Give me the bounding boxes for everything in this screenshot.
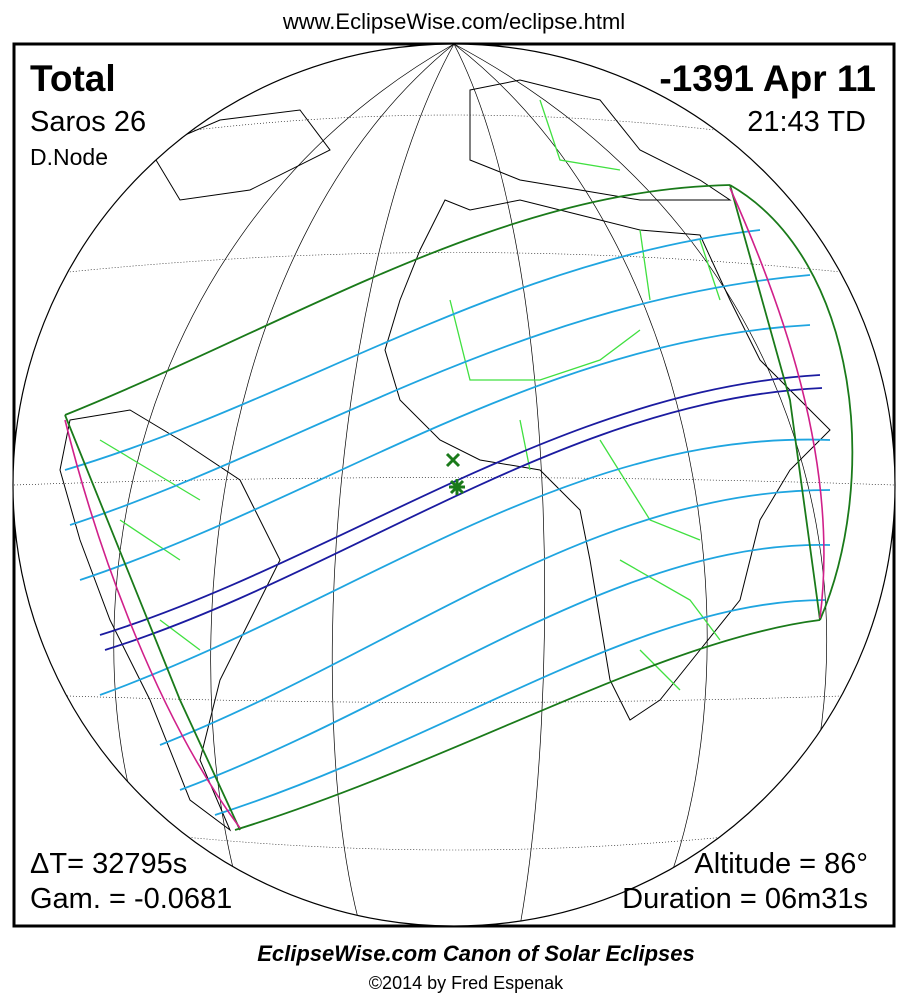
eclipse-type: Total [30, 58, 116, 99]
eclipse-date: -1391 Apr 11 [659, 58, 876, 99]
parallels [13, 114, 895, 851]
globe [12, 43, 896, 927]
coastlines [59, 79, 831, 832]
eclipse-markers [445, 452, 465, 495]
borders [99, 99, 721, 691]
footer-title: EclipseWise.com Canon of Solar Eclipses [257, 941, 695, 966]
eclipse-time: 21:43 TD [747, 106, 866, 138]
node: D.Node [30, 144, 108, 170]
duration: Duration = 06m31s [622, 883, 868, 915]
saros: Saros 26 [30, 106, 146, 138]
eclipse-path [64, 184, 854, 831]
altitude: Altitude = 86° [694, 848, 868, 880]
gamma: Gam. = -0.0681 [30, 883, 232, 915]
footer-credit: ©2014 by Fred Espenak [369, 973, 564, 993]
header-url: www.EclipseWise.com/eclipse.html [282, 9, 625, 34]
delta-t: ΔT= 32795s [30, 848, 187, 880]
